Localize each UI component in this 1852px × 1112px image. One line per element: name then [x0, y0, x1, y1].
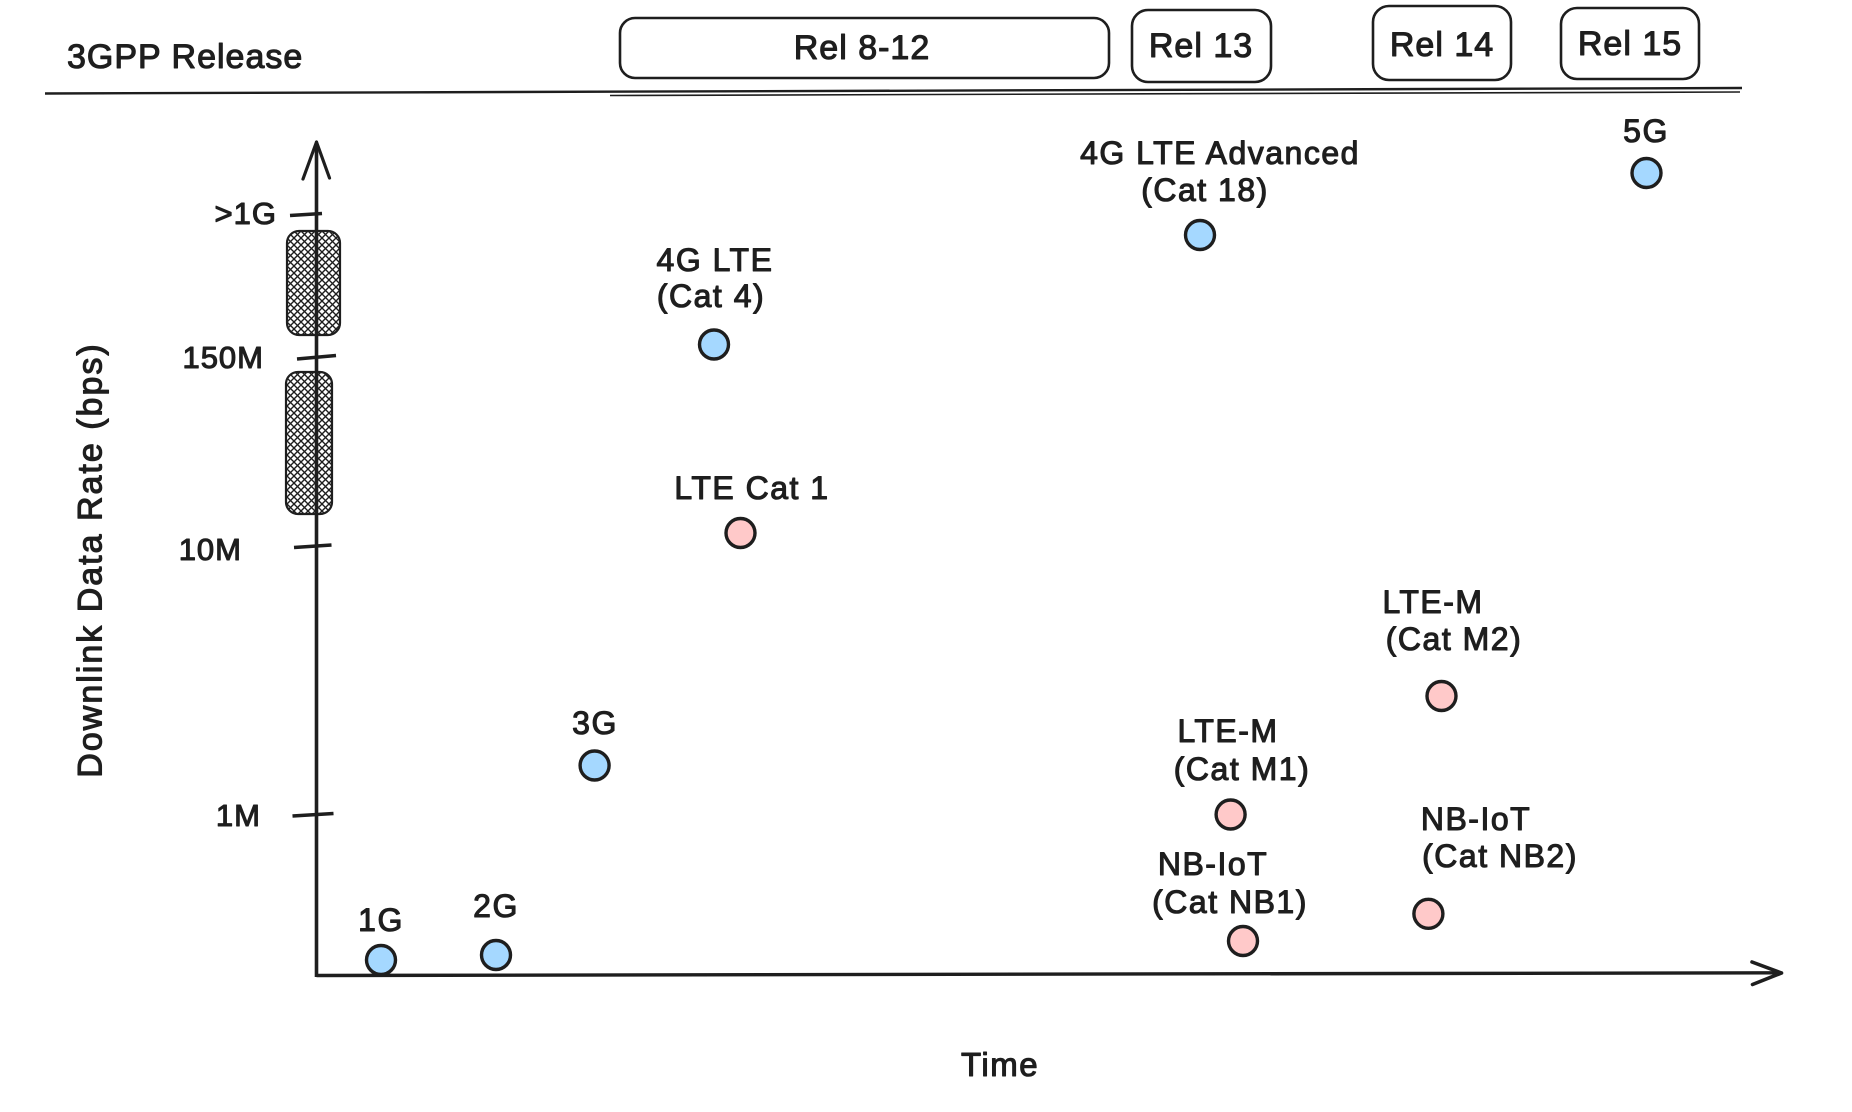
svg-text:5G: 5G: [1623, 113, 1669, 149]
svg-text:(Cat 18): (Cat 18): [1141, 172, 1269, 208]
svg-text:Rel 13: Rel 13: [1149, 27, 1253, 65]
svg-text:Rel 15: Rel 15: [1578, 25, 1682, 63]
svg-text:2G: 2G: [473, 888, 519, 924]
svg-text:10M: 10M: [179, 532, 242, 567]
svg-text:LTE-M: LTE-M: [1382, 584, 1483, 620]
svg-text:>1G: >1G: [215, 196, 277, 231]
svg-text:(Cat M1): (Cat M1): [1174, 751, 1310, 787]
svg-text:4G LTE: 4G LTE: [657, 242, 774, 278]
svg-text:4G LTE Advanced: 4G LTE Advanced: [1080, 135, 1360, 171]
svg-text:1M: 1M: [216, 798, 261, 833]
svg-text:(Cat NB1): (Cat NB1): [1152, 884, 1308, 920]
svg-text:NB-IoT: NB-IoT: [1158, 846, 1268, 882]
svg-text:Time: Time: [961, 1046, 1039, 1083]
svg-text:Rel 14: Rel 14: [1390, 26, 1494, 64]
svg-text:Downlink Data Rate (bps): Downlink Data Rate (bps): [72, 342, 110, 777]
svg-text:LTE Cat 1: LTE Cat 1: [674, 470, 829, 506]
svg-text:Rel 8-12: Rel 8-12: [794, 29, 931, 67]
svg-text:(Cat NB2): (Cat NB2): [1422, 838, 1578, 874]
svg-text:3GPP Release: 3GPP Release: [67, 38, 303, 76]
svg-text:(Cat M2): (Cat M2): [1386, 621, 1522, 657]
svg-text:NB-IoT: NB-IoT: [1421, 801, 1531, 837]
svg-text:LTE-M: LTE-M: [1177, 713, 1278, 749]
svg-text:1G: 1G: [358, 902, 404, 938]
svg-text:150M: 150M: [182, 340, 264, 375]
svg-text:(Cat 4): (Cat 4): [657, 278, 765, 314]
svg-text:3G: 3G: [572, 705, 618, 741]
